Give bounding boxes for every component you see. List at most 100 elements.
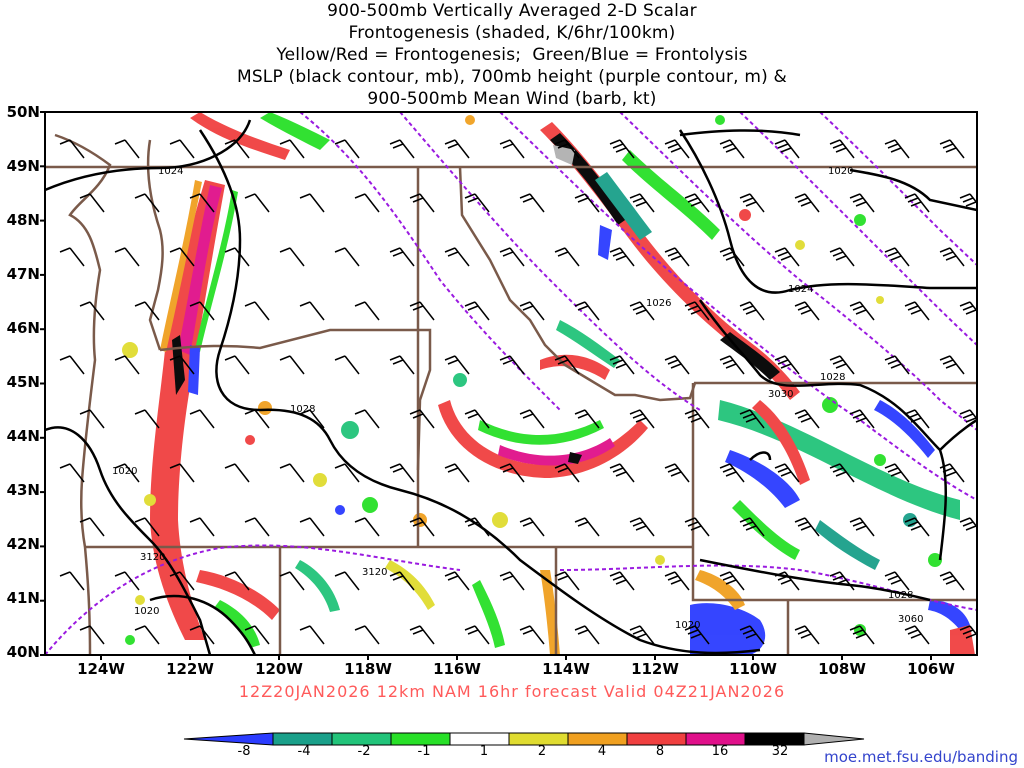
- colorbar: [183, 732, 865, 746]
- wind-barb: [444, 139, 470, 159]
- height-label: 3030: [768, 389, 793, 400]
- wind-barb: [169, 247, 195, 267]
- wind-barb: [939, 247, 965, 267]
- wind-barb: [189, 517, 215, 537]
- figure-title: 900-500mb Vertically Averaged 2-D Scalar…: [0, 0, 1024, 110]
- wind-barb: [354, 193, 380, 213]
- wind-barb: [279, 247, 305, 267]
- wind-barb: [609, 247, 635, 267]
- wind-barb: [134, 409, 160, 429]
- wind-barb: [719, 247, 745, 267]
- contour-labels: 1024 1028 1020 1020 1020 1026 1024 1028 …: [112, 166, 923, 631]
- wind-barb: [189, 193, 215, 213]
- lat-label: 42N: [6, 535, 40, 553]
- wind-barb: [739, 409, 765, 429]
- wind-barb: [609, 571, 635, 591]
- wind-barb: [59, 355, 85, 375]
- wind-barb: [664, 355, 690, 375]
- wind-barb: [664, 247, 690, 267]
- wind-barb: [574, 301, 600, 321]
- wind-barb: [794, 517, 820, 537]
- wind-barb: [169, 571, 195, 591]
- lat-label: 50N: [6, 103, 40, 121]
- wind-barb: [519, 409, 545, 429]
- colorbar-label: 1: [479, 744, 489, 759]
- wind-barb: [684, 193, 710, 213]
- wind-barb: [169, 463, 195, 483]
- wind-barb: [629, 517, 655, 537]
- wind-barb: [59, 139, 85, 159]
- colorbar-label: 32: [771, 744, 789, 759]
- lat-label: 40N: [6, 643, 40, 661]
- wind-barb: [189, 301, 215, 321]
- wind-barb: [444, 247, 470, 267]
- frontogenesis-shading: [122, 112, 975, 655]
- wind-barb: [244, 409, 270, 429]
- wind-barb: [59, 571, 85, 591]
- wind-barb: [939, 139, 965, 159]
- wind-barb: [739, 625, 765, 645]
- lon-label: 120W: [255, 660, 303, 678]
- wind-barb: [134, 625, 160, 645]
- wind-barb: [334, 139, 360, 159]
- wind-barb: [134, 193, 160, 213]
- wind-barb: [884, 571, 910, 591]
- mslp-label: 1024: [788, 284, 813, 295]
- wind-barb: [739, 193, 765, 213]
- mslp-contours: [45, 119, 977, 655]
- wind-barb: [299, 193, 325, 213]
- wind-barb: [499, 247, 525, 267]
- wind-barb: [114, 247, 140, 267]
- axis-ticks: [40, 111, 932, 660]
- wind-barb: [224, 247, 250, 267]
- wind-barb: [464, 301, 490, 321]
- wind-barb: [664, 463, 690, 483]
- wind-barb: [79, 193, 105, 213]
- wind-barb: [719, 463, 745, 483]
- wind-barb: [774, 571, 800, 591]
- wind-barb: [554, 247, 580, 267]
- wind-barb: [299, 517, 325, 537]
- wind-barb: [224, 571, 250, 591]
- wind-barb: [134, 301, 160, 321]
- wind-barb: [519, 517, 545, 537]
- wind-barb: [774, 247, 800, 267]
- wind-barb: [664, 139, 690, 159]
- wind-barb: [189, 625, 215, 645]
- wind-barb: [299, 301, 325, 321]
- lat-label: 43N: [6, 481, 40, 499]
- wind-barb: [354, 517, 380, 537]
- wind-barb: [574, 409, 600, 429]
- wind-barb: [629, 409, 655, 429]
- wind-barb: [739, 517, 765, 537]
- lat-label: 48N: [6, 211, 40, 229]
- wind-barb: [224, 139, 250, 159]
- wind-barb: [244, 517, 270, 537]
- wind-barb: [684, 517, 710, 537]
- wind-barb: [609, 463, 635, 483]
- wind-barb: [114, 463, 140, 483]
- wind-barb: [409, 409, 435, 429]
- wind-barb: [499, 139, 525, 159]
- wind-barb: [224, 355, 250, 375]
- wind-barb: [444, 463, 470, 483]
- colorbar-label: 8: [655, 744, 665, 759]
- wind-barb: [169, 355, 195, 375]
- wind-barb: [574, 625, 600, 645]
- title-line-2: Frontogenesis (shaded, K/6hr/100km): [348, 23, 676, 43]
- lon-label: 114W: [542, 660, 590, 678]
- wind-barb: [59, 247, 85, 267]
- wind-barb: [904, 301, 930, 321]
- colorbar-label: 16: [711, 744, 729, 759]
- wind-barb: [334, 247, 360, 267]
- credit-link[interactable]: moe.met.fsu.edu/banding: [824, 748, 1018, 766]
- lat-label: 45N: [6, 373, 40, 391]
- wind-barb: [334, 571, 360, 591]
- wind-barb: [904, 625, 930, 645]
- wind-barb: [409, 517, 435, 537]
- wind-barb: [629, 625, 655, 645]
- wind-barb: [629, 193, 655, 213]
- wind-barb: [519, 301, 545, 321]
- wind-barb: [829, 571, 855, 591]
